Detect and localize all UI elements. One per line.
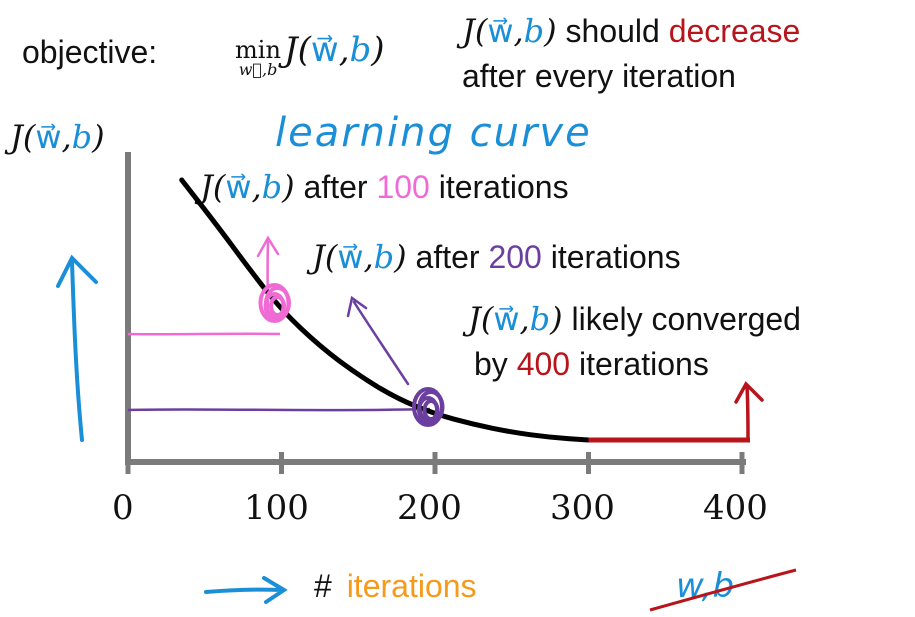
annotation-400: J(w⃗,b) likely converged <box>468 300 801 338</box>
pink-guide-line <box>127 332 281 336</box>
y-direction-arrow <box>56 254 98 442</box>
tick-label-0: 0 <box>112 488 134 528</box>
purple-up-arrow <box>346 295 410 386</box>
purple-guide-line <box>127 407 431 412</box>
tick-label-400: 400 <box>703 488 768 528</box>
x-axis-label: # iterations <box>314 568 477 604</box>
annotation-100: J(w⃗,b) after 100 iterations <box>200 168 569 206</box>
tick-label-300: 300 <box>550 488 615 528</box>
cost-curve-line <box>179 177 591 443</box>
crossout-stroke <box>649 568 797 612</box>
y-axis-label: J(w⃗,b) <box>10 118 105 156</box>
objective-J-expression: J(w⃗,b) <box>284 30 385 70</box>
point-200 <box>412 387 445 427</box>
chart-title: learning curve <box>275 110 592 156</box>
decrease-note: J(w⃗,b) should decrease <box>462 12 801 50</box>
red-up-arrow <box>734 381 764 442</box>
min-operator: min w⃗,b <box>235 36 281 79</box>
x-direction-arrow <box>204 576 288 604</box>
point-100 <box>258 283 291 323</box>
annotation-200: J(w⃗,b) after 200 iterations <box>312 238 681 276</box>
objective-label: objective: <box>22 34 158 70</box>
tick-label-200: 200 <box>397 488 462 528</box>
tick-label-100: 100 <box>244 488 309 528</box>
decrease-note-line2: after every iteration <box>462 58 736 94</box>
annotation-400-line2: by 400 iterations <box>474 346 709 382</box>
